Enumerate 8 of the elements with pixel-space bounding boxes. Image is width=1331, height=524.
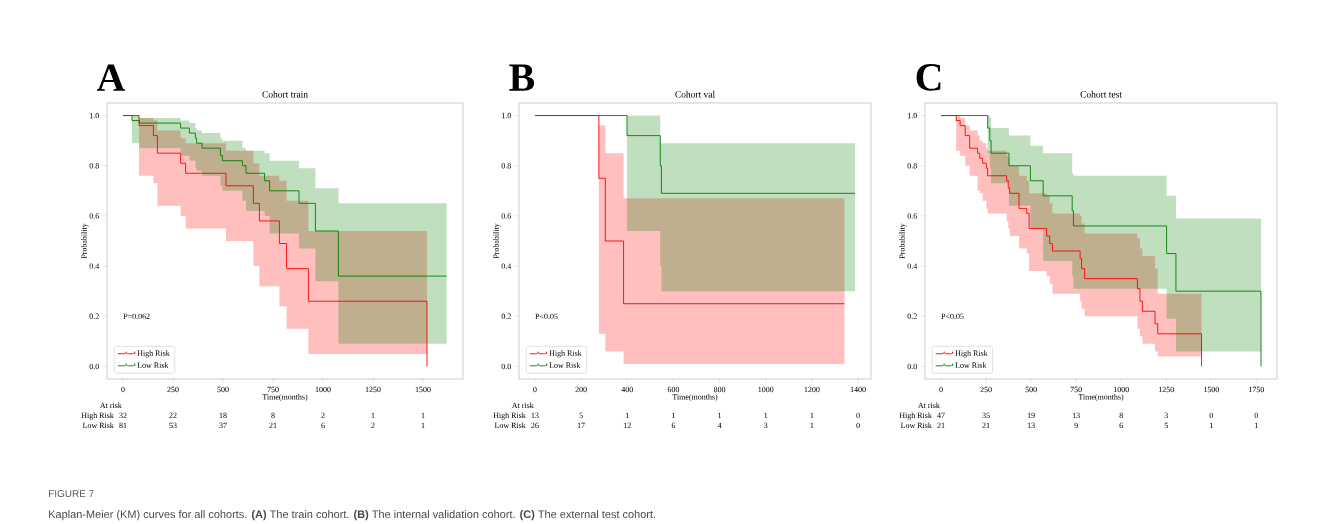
- chart-title: Cohort test: [1080, 90, 1122, 98]
- text: Kaplan-Meier (KM) curves for all cohorts. (A) The train cohort. (B) The internal validation cohort. (C) The external test cohort.: [49, 510, 656, 521]
- chart-title: Cohort val: [675, 90, 715, 98]
- text: B: [509, 64, 535, 91]
- chart-title: Cohort train: [262, 90, 308, 98]
- text: A: [96, 64, 126, 91]
- text: C: [916, 64, 941, 91]
- caption: FIGURE 7: [49, 490, 94, 498]
